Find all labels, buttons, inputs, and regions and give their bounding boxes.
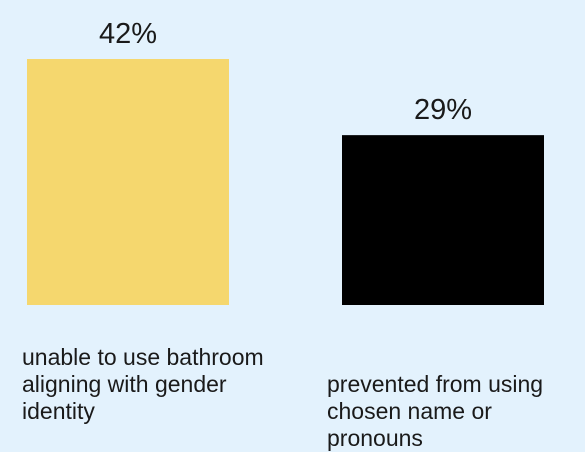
bar-bathroom: [27, 59, 229, 305]
category-label-bathroom: unable to use bathroom aligning with gen…: [22, 344, 264, 424]
value-label-chosen-name: 29%: [414, 94, 472, 126]
bar-chosen-name: [342, 135, 544, 305]
category-label-chosen-name: prevented from using chosen name or pron…: [327, 371, 544, 451]
value-label-bathroom: 42%: [99, 18, 157, 50]
